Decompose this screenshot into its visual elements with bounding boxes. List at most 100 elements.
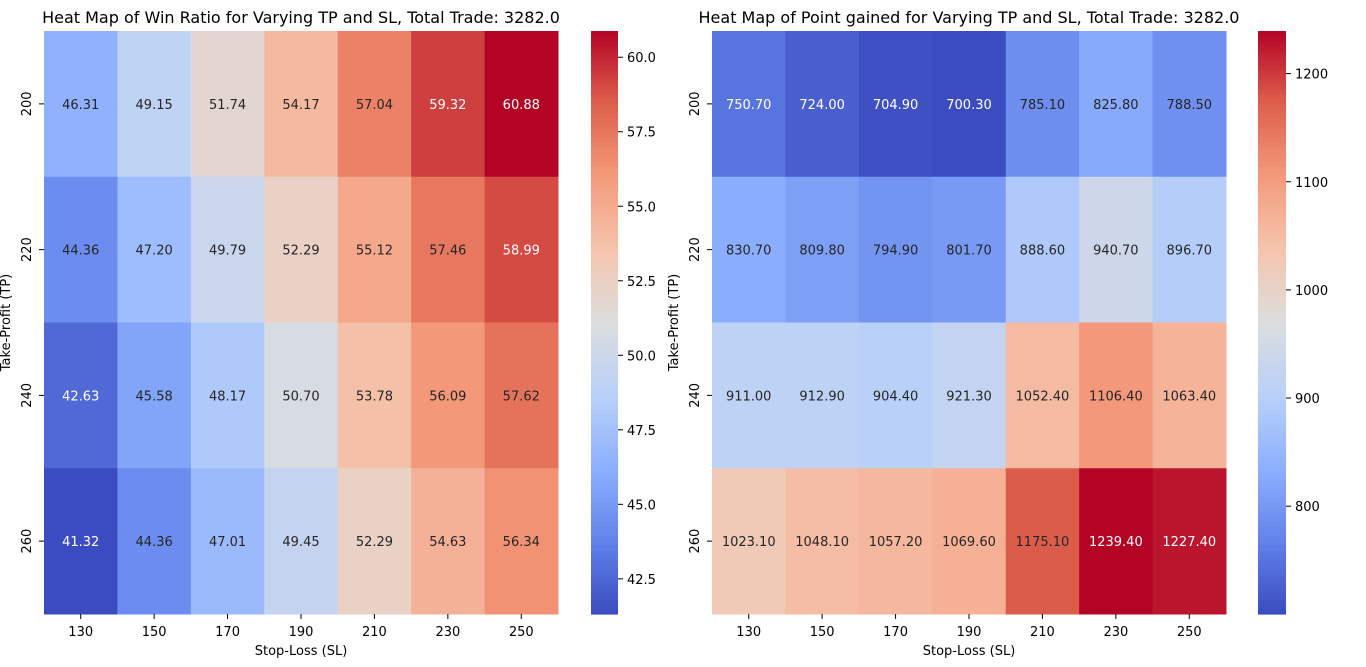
- colorbar-segment: [1258, 152, 1286, 158]
- colorbar-segment: [1258, 589, 1286, 596]
- heatmap-cell: [190, 176, 265, 323]
- colorbar-segment: [591, 123, 618, 129]
- colorbar-segment: [1258, 74, 1286, 81]
- colorbar-segment: [1258, 502, 1286, 508]
- colorbar-segment: [1258, 361, 1286, 367]
- colorbar-segment: [591, 133, 618, 139]
- heatmap-cell: [264, 322, 339, 469]
- colorbar-segment: [591, 45, 618, 52]
- cell-label: 904.40: [873, 389, 919, 404]
- colorbar-segment: [591, 371, 618, 377]
- colorbar-segment: [591, 288, 618, 294]
- colorbar-segment: [591, 94, 618, 100]
- y-tick-label: 200: [20, 91, 35, 116]
- colorbar-segment: [1258, 264, 1286, 270]
- cell-label: 57.62: [503, 389, 540, 404]
- cell-label: 52.29: [356, 535, 393, 550]
- cell-label: 1052.40: [1016, 389, 1070, 404]
- colorbar-segment: [1258, 103, 1286, 110]
- heatmap-cell: [858, 322, 933, 469]
- colorbar-segment: [591, 191, 618, 197]
- colorbar-tick-label: 42.5: [627, 573, 656, 588]
- x-tick-label: 130: [68, 625, 93, 640]
- y-axis-label: Take-Profit (TP): [0, 274, 14, 372]
- colorbar-segment: [591, 502, 618, 508]
- colorbar-segment: [591, 361, 618, 367]
- colorbar-segment: [591, 492, 618, 498]
- cell-label: 1069.60: [942, 535, 996, 550]
- x-tick-label: 130: [736, 625, 761, 640]
- cell-label: 888.60: [1020, 244, 1066, 259]
- cell-label: 794.90: [873, 244, 919, 259]
- colorbar-segment: [591, 254, 618, 260]
- colorbar-segment: [591, 468, 618, 474]
- colorbar-segment: [1258, 448, 1286, 455]
- colorbar-segment: [591, 429, 618, 435]
- heatmap-cell: [337, 468, 412, 615]
- colorbar-tick-label: 1000: [1295, 284, 1328, 299]
- colorbar-segment: [1258, 545, 1286, 552]
- colorbar-segment: [591, 137, 618, 144]
- colorbar-segment: [1258, 473, 1286, 479]
- cell-label: 809.80: [799, 244, 845, 259]
- colorbar-segment: [1258, 327, 1286, 333]
- colorbar-segment: [591, 439, 618, 445]
- colorbar-segment: [591, 516, 618, 523]
- cell-label: 49.79: [209, 244, 246, 259]
- colorbar-segment: [1258, 565, 1286, 571]
- colorbar-segment: [591, 424, 618, 430]
- colorbar-segment: [1258, 254, 1286, 260]
- heatmap-cell: [1152, 176, 1227, 323]
- colorbar-segment: [1258, 128, 1286, 134]
- colorbar-tick-label: 55.0: [627, 200, 656, 215]
- colorbar-segment: [591, 307, 618, 314]
- colorbar-segment: [591, 235, 618, 241]
- colorbar-segment: [1258, 79, 1286, 86]
- colorbar-segment: [1258, 385, 1286, 392]
- colorbar-tick-label: 1100: [1295, 176, 1328, 191]
- colorbar-segment: [1258, 497, 1286, 503]
- colorbar-segment: [591, 589, 618, 596]
- colorbar-segment: [591, 405, 618, 411]
- colorbar-segment: [1258, 414, 1286, 421]
- x-tick-label: 250: [509, 625, 534, 640]
- colorbar-segment: [591, 152, 618, 158]
- colorbar-segment: [591, 536, 618, 542]
- colorbar-segment: [1258, 108, 1286, 115]
- colorbar-segment: [1258, 307, 1286, 314]
- colorbar-segment: [591, 176, 618, 183]
- colorbar-segment: [591, 35, 618, 42]
- colorbar-segment: [591, 79, 618, 86]
- x-axis-label: Stop-Loss (SL): [923, 644, 1016, 659]
- colorbar-segment: [591, 565, 618, 571]
- colorbar-segment: [591, 579, 618, 586]
- colorbar-segment: [591, 269, 618, 275]
- colorbar-segment: [591, 201, 618, 207]
- heatmap-cell: [1005, 468, 1080, 615]
- colorbar-segment: [1258, 244, 1286, 251]
- cell-label: 1175.10: [1016, 535, 1070, 550]
- colorbar-segment: [591, 434, 618, 440]
- colorbar-segment: [1258, 40, 1286, 47]
- colorbar-segment: [591, 453, 618, 460]
- colorbar-segment: [1258, 171, 1286, 178]
- colorbar-segment: [591, 507, 618, 513]
- colorbar-segment: [1258, 283, 1286, 290]
- colorbar-segment: [591, 298, 618, 304]
- x-tick-label: 190: [957, 625, 982, 640]
- heatmap-panel-1: Heat Map of Win Ratio for Varying TP and…: [0, 8, 656, 659]
- colorbar-tick-label: 47.5: [627, 424, 656, 439]
- colorbar-segment: [1258, 288, 1286, 294]
- cell-label: 44.36: [62, 244, 99, 259]
- heatmap-cell: [1005, 176, 1080, 323]
- x-tick-label: 210: [362, 625, 387, 640]
- colorbar-segment: [1258, 99, 1286, 105]
- colorbar-segment: [591, 541, 618, 547]
- colorbar-segment: [591, 89, 618, 95]
- colorbar: 42.5 45.0 47.5 50.0 52.5 55.0 57.5 60.0: [591, 31, 656, 615]
- colorbar-segment: [1258, 463, 1286, 469]
- colorbar-segment: [1258, 395, 1286, 401]
- colorbar-segment: [591, 99, 618, 105]
- colorbar-segment: [1258, 181, 1286, 188]
